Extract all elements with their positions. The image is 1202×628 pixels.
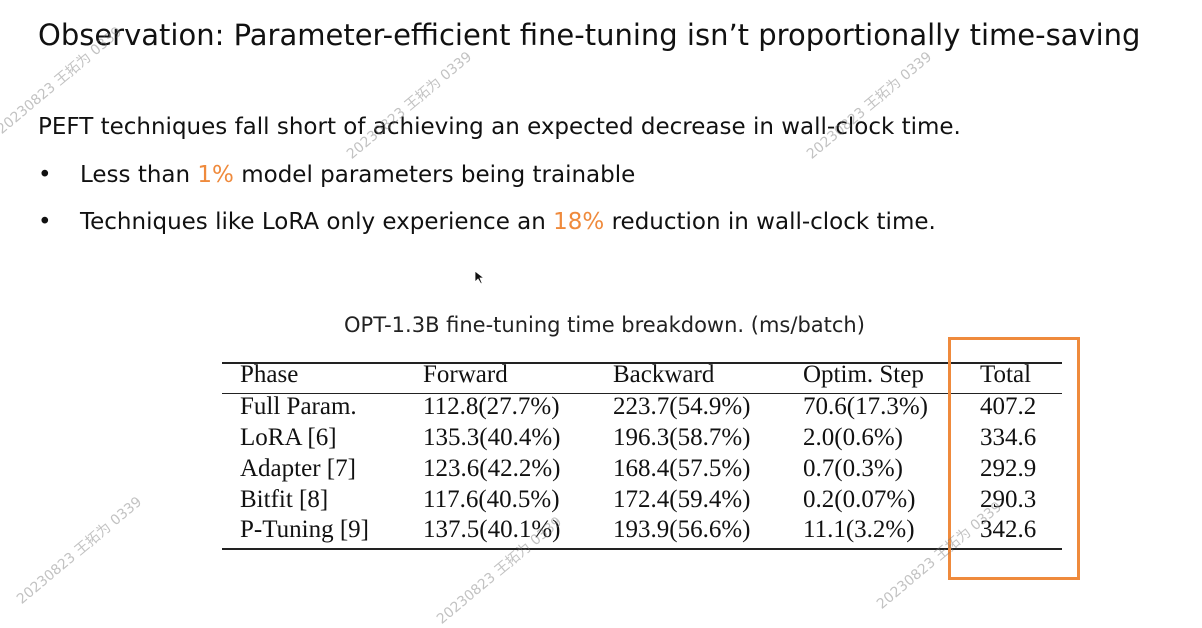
header-cell: Backward — [613, 361, 715, 388]
intro-text: PEFT techniques fall short of achieving … — [38, 114, 961, 140]
bullet-dot: • — [38, 162, 52, 188]
table-caption: OPT-1.3B fine-tuning time breakdown. (ms… — [344, 313, 865, 337]
header-cell: Optim. Step — [803, 361, 924, 388]
table-cell: 172.4(59.4%) — [613, 486, 751, 513]
table-cell: Full Param. — [240, 393, 357, 420]
table-cell: 2.0(0.6%) — [803, 424, 903, 451]
slide-title: Observation: Parameter-efficient fine-tu… — [38, 18, 1141, 52]
header-cell: Forward — [423, 361, 508, 388]
highlight-text: 18% — [553, 209, 605, 235]
table-cell: 334.6 — [980, 424, 1037, 451]
table-cell: 290.3 — [980, 486, 1037, 513]
watermark: 20230823 王拓为 0339 — [13, 493, 146, 608]
bullet-item: • Techniques like LoRA only experience an… — [38, 209, 936, 235]
table-rule — [222, 548, 1062, 550]
table-cell: 193.9(56.6%) — [613, 516, 751, 543]
watermark: 20230823 王拓为 0339 — [803, 48, 936, 163]
table-cell: 0.2(0.07%) — [803, 486, 916, 513]
table-cell: 407.2 — [980, 393, 1037, 420]
highlight-text: 1% — [197, 162, 234, 188]
table-rule — [222, 393, 1062, 394]
table-rule — [222, 362, 1062, 364]
cursor — [474, 270, 486, 285]
table-cell: 135.3(40.4%) — [423, 424, 561, 451]
table-cell: 223.7(54.9%) — [613, 393, 751, 420]
table-cell: Adapter [7] — [240, 455, 356, 482]
watermark: 20230823 王拓为 0339 — [343, 48, 476, 163]
bullet-item: • Less than 1% model parameters being tra… — [38, 162, 635, 188]
bullet-text: Techniques like LoRA only experience an — [80, 209, 554, 235]
table-cell: Bitfit [8] — [240, 486, 329, 513]
bullet-text: Less than — [80, 162, 198, 188]
table-cell: 137.5(40.1%) — [423, 516, 561, 543]
table-cell: 117.6(40.5%) — [423, 486, 560, 513]
table-cell: 70.6(17.3%) — [803, 393, 928, 420]
bullet-dot: • — [38, 209, 52, 235]
header-cell: Total — [980, 361, 1032, 388]
table-cell: 11.1(3.2%) — [803, 516, 915, 543]
table-cell: 123.6(42.2%) — [423, 455, 561, 482]
bullet-text: reduction in wall-clock time. — [604, 209, 936, 235]
bullet-text: model parameters being trainable — [233, 162, 636, 188]
header-cell: Phase — [240, 361, 299, 388]
table-cell: 196.3(58.7%) — [613, 424, 751, 451]
table-cell: 342.6 — [980, 516, 1037, 543]
highlight-box — [948, 337, 1080, 580]
table-cell: 0.7(0.3%) — [803, 455, 903, 482]
slide: Observation: Parameter-efficient fine-tu… — [0, 18, 1141, 628]
table-cell: P-Tuning [9] — [240, 516, 369, 543]
table-cell: 292.9 — [980, 455, 1037, 482]
table-cell: 168.4(57.5%) — [613, 455, 751, 482]
table-cell: 112.8(27.7%) — [423, 393, 560, 420]
table-cell: LoRA [6] — [240, 424, 337, 451]
